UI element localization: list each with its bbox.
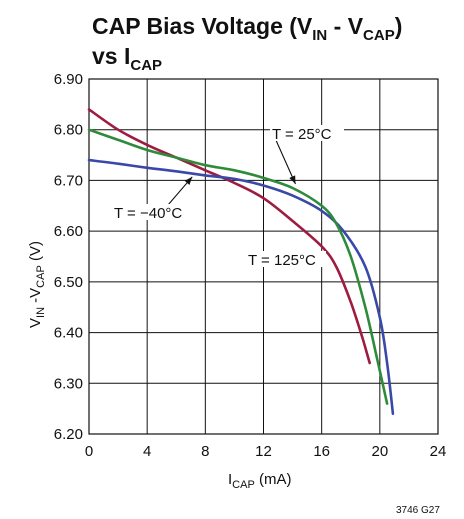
label-t25: T = 25°C <box>272 126 332 143</box>
label-t25-bg <box>270 125 344 141</box>
series-line-tneg40 <box>87 158 395 415</box>
arrow-t25-shaft <box>274 137 296 185</box>
series-lines <box>87 108 395 415</box>
y-tick-label: 6.90 <box>54 71 83 88</box>
label-tneg40: T = −40°C <box>114 205 182 222</box>
chart-title-line-1: CAP Bias Voltage (VIN - VCAP) <box>92 13 402 44</box>
y-tick-label: 6.30 <box>54 375 83 392</box>
x-tick-labels: 0 4 8 12 16 20 24 <box>85 443 447 460</box>
y-tick-label: 6.80 <box>54 122 83 139</box>
x-tick-label: 24 <box>430 443 447 460</box>
x-tick-label: 8 <box>201 443 209 460</box>
figure-id: 3746 G27 <box>396 505 440 516</box>
x-tick-label: 0 <box>85 443 93 460</box>
chart-title-line-2: vs ICAP <box>92 43 162 74</box>
x-tick-label: 20 <box>371 443 388 460</box>
annotation-arrows <box>167 137 296 206</box>
x-tick-label: 12 <box>255 443 272 460</box>
y-tick-label: 6.50 <box>54 274 83 291</box>
arrow-t25-head <box>289 175 296 185</box>
label-t125-bg <box>246 251 326 267</box>
y-tick-label: 6.70 <box>54 172 83 189</box>
arrow-tneg40-head <box>184 176 193 185</box>
series-line-t125 <box>87 108 371 365</box>
x-axis-label: ICAP (mA) <box>228 471 291 491</box>
label-tneg40-bg <box>112 204 196 220</box>
y-tick-label: 6.60 <box>54 223 83 240</box>
x-tick-label: 16 <box>313 443 330 460</box>
y-tick-label: 6.20 <box>54 426 83 443</box>
x-tick-label: 4 <box>143 443 151 460</box>
y-axis-label: VIN -VCAP (V) <box>27 241 47 328</box>
label-t125: T = 125°C <box>248 252 316 269</box>
y-tick-label: 6.40 <box>54 325 83 342</box>
y-tick-labels: 6.20 6.30 6.40 6.50 6.60 6.70 6.80 6.90 <box>54 71 83 443</box>
series-line-t25 <box>87 128 389 405</box>
